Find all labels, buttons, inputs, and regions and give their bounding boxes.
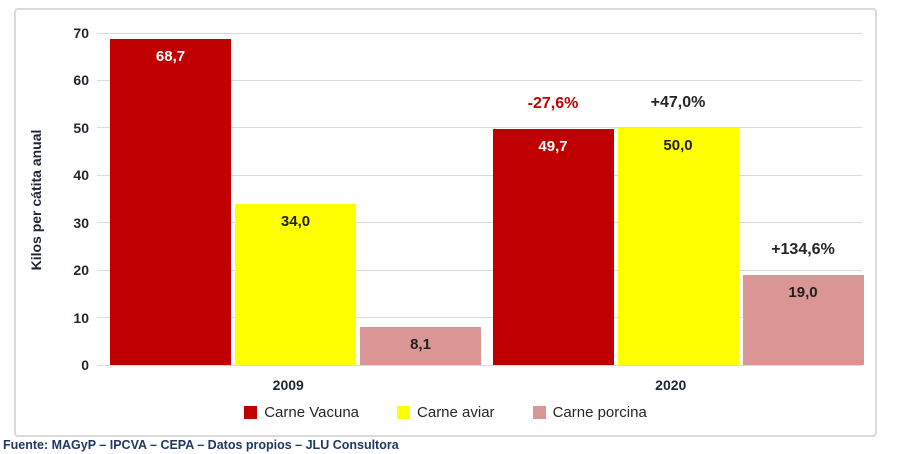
gridline-60 [97,79,862,81]
bar-value-label: 50,0 [663,136,693,154]
legend-label: Carne aviar [417,404,495,421]
legend-item-carne-vacuna: Carne Vacuna [244,404,359,421]
legend-label: Carne porcina [552,404,647,421]
x-axis-label-2020: 2020 [655,377,687,393]
y-tick-label: 60 [73,72,89,89]
bar-carne-aviar-2009 [235,203,356,365]
y-tick-label: 30 [73,214,89,231]
y-tick-label: 50 [73,119,89,136]
pct-change-label: -27,6% [527,95,579,113]
y-tick-label: 20 [73,262,89,279]
bar-value-label: 34,0 [280,212,311,230]
legend-item-carne-aviar: Carne aviar [397,404,495,421]
gridline-20 [97,269,862,271]
x-axis-label-2009: 2009 [272,377,304,393]
gridline-0 [97,364,862,366]
bar-carne-aviar-2020 [617,127,739,365]
y-tick-label: 70 [73,25,89,41]
plot-area: 0 10 20 30 40 50 60 70 68,7 34,0 8,1 2009 49,7 -27,6%… [73,25,864,393]
gridline-70 [97,32,862,34]
legend-item-carne-porcina: Carne porcina [532,404,647,421]
pct-change-label: +47,0% [650,93,706,111]
y-tick-label: 40 [73,167,89,184]
legend-swatch-icon [397,406,411,419]
bar-value-label: 19,0 [788,283,818,301]
legend-label: Carne Vacuna [264,404,360,421]
bar-carne-vacuna-2009 [110,39,231,365]
legend-swatch-icon [532,406,546,419]
bar-value-label: 68,7 [155,48,186,66]
legend-swatch-icon [244,406,258,419]
bar-carne-porcina-2009 [360,326,481,365]
bar-value-label: 49,7 [538,138,568,156]
pct-change-label: +134,6% [771,240,835,258]
bar-carne-vacuna-2020 [492,129,614,365]
legend: Carne Vacuna Carne aviar Carne porcina [16,404,875,421]
gridline-50 [97,127,862,129]
y-tick-label: 0 [81,357,89,373]
chart-frame: Kilos per cátita anual 0 10 20 30 40 50 60 70 68… [14,8,877,437]
gridline-10 [97,317,862,319]
gridline-40 [97,174,862,176]
y-tick-label: 10 [73,309,89,326]
gridline-30 [97,222,862,224]
y-axis-title: Kilos per cátita anual [28,129,44,271]
source-note: Fuente: MAGyP – IPCVA – CEPA – Datos pro… [3,438,399,452]
bar-carne-porcina-2020 [742,274,864,365]
bar-value-label: 8,1 [410,335,431,353]
